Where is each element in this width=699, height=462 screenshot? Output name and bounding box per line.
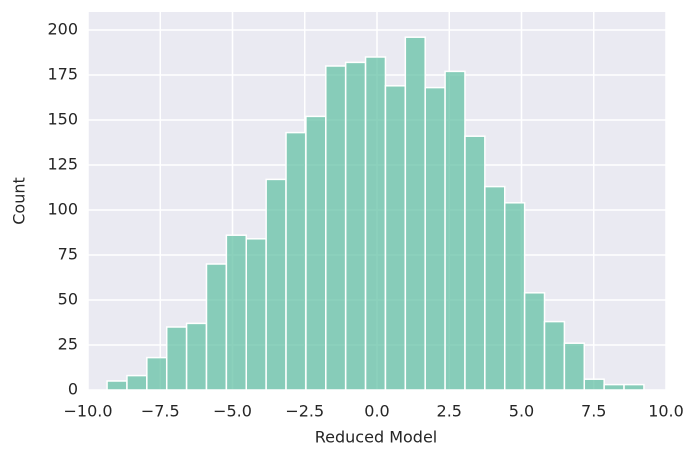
bar: [205, 263, 228, 391]
x-tick-label: −7.5: [141, 402, 180, 421]
bar: [325, 65, 347, 391]
bar: [523, 292, 546, 391]
bar: [384, 85, 407, 391]
bar: [146, 356, 168, 391]
bar: [503, 202, 526, 391]
x-tick-label: 2.5: [437, 402, 462, 421]
bar: [444, 70, 466, 391]
x-tick-label: −10.0: [63, 402, 112, 421]
bar: [285, 131, 307, 391]
y-tick-label: 200: [47, 20, 78, 39]
bar: [543, 320, 566, 391]
bar: [484, 185, 506, 391]
bar: [225, 234, 248, 391]
bar: [106, 380, 128, 391]
y-axis-label: Count: [10, 177, 29, 225]
bar: [424, 86, 446, 391]
bar: [464, 135, 486, 391]
bar: [623, 383, 645, 391]
bar: [126, 374, 148, 391]
bar: [245, 238, 267, 391]
bar: [265, 178, 287, 391]
y-tick-label: 75: [58, 245, 78, 264]
bar: [404, 36, 426, 391]
bar: [583, 378, 605, 391]
bar: [165, 326, 188, 391]
bar: [603, 383, 625, 391]
x-tick-label: −2.5: [285, 402, 324, 421]
bar: [563, 342, 586, 391]
y-tick-label: 125: [47, 155, 78, 174]
x-tick-label: 10.0: [648, 402, 684, 421]
y-tick-label: 150: [47, 110, 78, 129]
x-tick-label: 0.0: [364, 402, 389, 421]
y-tick-label: 25: [58, 335, 78, 354]
x-tick-label: 5.0: [509, 402, 534, 421]
bar: [344, 61, 367, 391]
y-tick-label: 50: [58, 290, 78, 309]
y-tick-label: 100: [47, 200, 78, 219]
bar: [364, 56, 387, 391]
bar: [185, 322, 208, 391]
x-axis-label: Reduced Model: [315, 428, 437, 447]
y-tick-label: 175: [47, 65, 78, 84]
bar: [305, 115, 327, 391]
x-tick-label: −5.0: [213, 402, 252, 421]
y-tick-label: 0: [68, 380, 78, 399]
x-tick-label: 7.5: [581, 402, 606, 421]
